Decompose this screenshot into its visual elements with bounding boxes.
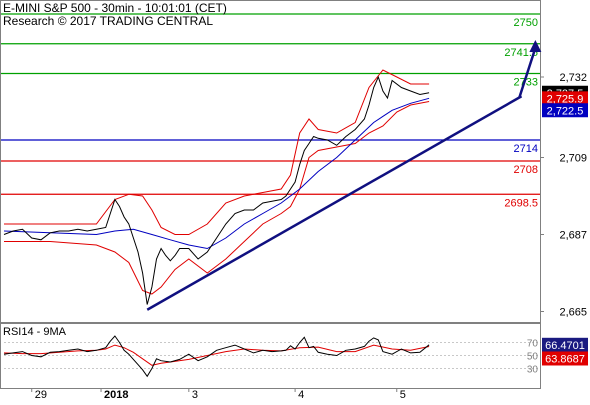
price-line bbox=[3, 75, 430, 305]
x-axis-tick-label: 2018 bbox=[104, 389, 128, 400]
x-axis-tick-label: 29 bbox=[35, 389, 47, 400]
rsi-badge-box bbox=[542, 351, 588, 366]
moving-average-line bbox=[3, 97, 430, 250]
price-panel-frame bbox=[0, 0, 541, 323]
rsi-ma-line bbox=[3, 344, 430, 366]
upper-band-line bbox=[4, 69, 430, 235]
level-label: 2698.5 bbox=[504, 197, 538, 209]
price-badge-box bbox=[542, 91, 588, 106]
chart-subtitle: Research © 2017 TRADING CENTRAL bbox=[3, 14, 214, 28]
projection-arrow-shaft bbox=[518, 47, 537, 99]
x-axis-tick-label: 5 bbox=[400, 389, 406, 400]
level-label: 2733 bbox=[514, 77, 538, 89]
level-label: 2714 bbox=[514, 143, 538, 155]
rsi-badge-box bbox=[542, 337, 588, 352]
rsi-panel-frame bbox=[0, 323, 541, 389]
rsi-tick-label: 30 bbox=[527, 365, 539, 376]
x-axis-tick-label: 4 bbox=[298, 389, 304, 400]
chart-title: E-MINI S&P 500 - 30min - 10:01:01 (CET) bbox=[3, 1, 227, 15]
level-label: 2741.5 bbox=[504, 47, 538, 59]
level-label: 2750 bbox=[514, 17, 538, 29]
rsi-badge-label: 66.4701 bbox=[545, 340, 585, 352]
projection-arrowhead bbox=[529, 40, 542, 52]
price-axis-tick-label: 2,687 bbox=[559, 230, 587, 242]
price-axis-tick-label: 2,665 bbox=[559, 307, 587, 319]
price-axis-tick-label: 2,732 bbox=[559, 72, 587, 84]
lower-band-line bbox=[4, 101, 430, 295]
price-badge-label: 2,722.5 bbox=[547, 105, 584, 117]
level-label: 2708 bbox=[514, 164, 538, 176]
price-axis-tick-label: 2,709 bbox=[559, 153, 587, 165]
rsi-tick-label: 70 bbox=[527, 339, 539, 350]
price-badge-box bbox=[542, 103, 588, 118]
rsi-line bbox=[3, 335, 430, 378]
x-axis-tick-label: 3 bbox=[192, 389, 198, 400]
price-badge-label: 2,725.9 bbox=[547, 93, 584, 105]
trend-line bbox=[146, 95, 523, 311]
rsi-badge-label: 63.8687 bbox=[545, 353, 585, 365]
rsi-tick-label: 50 bbox=[527, 352, 539, 363]
rsi-panel-label: RSI14 - 9MA bbox=[3, 326, 66, 338]
